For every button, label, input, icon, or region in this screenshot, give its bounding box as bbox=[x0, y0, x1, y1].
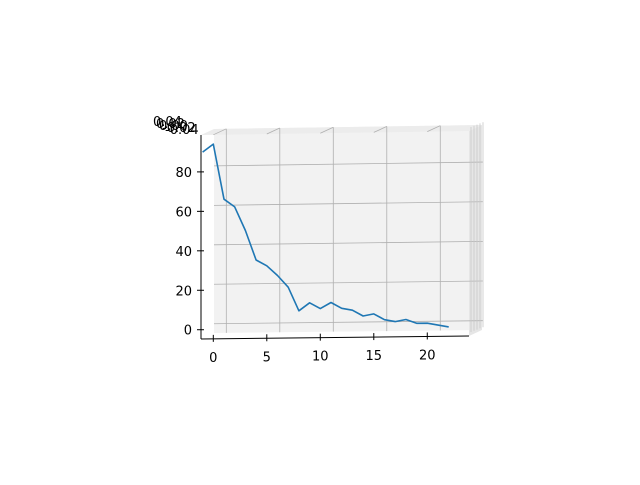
x-tick-label: 5 bbox=[263, 350, 271, 365]
z-tick-label: -0.04 bbox=[165, 123, 199, 138]
x-tick-label: 0 bbox=[209, 351, 217, 366]
y-tick-label: 40 bbox=[175, 245, 192, 260]
axes-panes bbox=[201, 125, 482, 336]
x-tick-label: 10 bbox=[312, 350, 329, 365]
x-tick-label: 15 bbox=[366, 349, 383, 364]
y-tick-label: 80 bbox=[175, 166, 192, 181]
back-pane bbox=[214, 125, 482, 333]
x-axis-line bbox=[201, 336, 469, 339]
y-tick-label: 0 bbox=[184, 324, 192, 339]
y-tick-label: 60 bbox=[175, 205, 192, 220]
y-tick-label: 20 bbox=[175, 284, 192, 299]
x-tick-label: 20 bbox=[419, 348, 436, 363]
